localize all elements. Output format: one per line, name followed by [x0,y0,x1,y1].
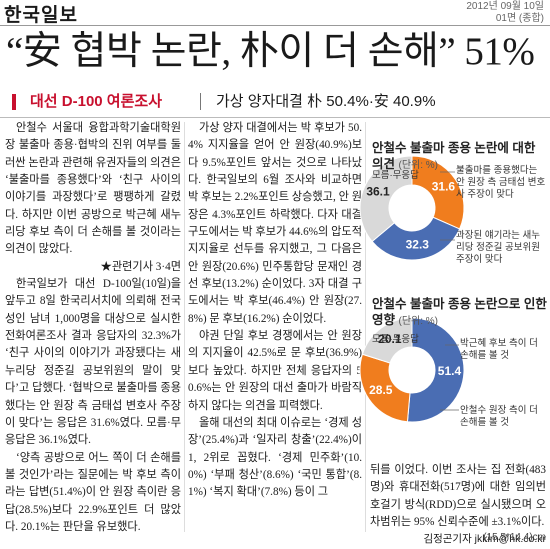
paragraph: ‘양측 공방으로 어느 쪽이 더 손해를 볼 것인가’라는 질문에는 박 후보 … [5,451,181,533]
subheadline: 가상 양자대결 朴 50.4%·安 40.9% [216,93,436,110]
value-label: 36.1 [366,184,390,198]
size-note: (15.5*14.4)cm [483,532,546,543]
column-rule [365,122,366,532]
chart-unit: (단위: %) [398,316,439,327]
category-label: 박근혜 후보 측이 더 손해를 볼 것 [460,338,538,361]
related-articles: ★관련기사 3·4면 [100,260,181,273]
paragraph: 뒤를 이었다. 이번 조사는 집 전화(483명)와 휴대전화(517명)에 대… [370,464,546,529]
category-label: 안철수 원장 측이 더 손해를 볼 것 [460,405,538,428]
headline: “安 협박 논란, 朴이 더 손해” 51% [6,30,535,73]
category-label: 모름·무응답 [372,334,419,345]
column-rule [184,122,185,532]
category-label: 과장된 얘기라는 새누리당 정준길 공보위원 주장이 맞다 [456,230,540,265]
issue-info: 2012년 09월 10일 01면 (종합) [466,1,544,25]
paragraph: 한국일보가 대선 D-100일(10일)을 앞두고 8일 한국리서치에 의뢰해 … [5,278,181,447]
category-label: 불출마를 종용했다는 안 원장 측 금태섭 변호사 주장이 맞다 [456,165,546,200]
value-label: 32.3 [406,237,430,251]
column: 안철수 서울대 융합과학기술대학원장 불출마 종용·협박의 진위 여부를 둘러싼… [5,120,181,536]
accent-bar [12,94,16,110]
rule [0,117,550,118]
donut-slice [371,216,461,261]
logo: 한국일보 [4,5,78,26]
column: 가상 양자 대결에서는 박 후보가 50.4% 지지율을 얻어 안 원장(40.… [188,120,362,502]
chart-title: 안철수 불출마 종용 논란으로 인한 영향 (단위: %) [372,296,548,330]
date: 2012년 09월 10일 [466,1,544,12]
page-number: 01면 (종합) [495,13,544,24]
rule [0,25,550,26]
category-label: 모름·무응답 [372,170,419,181]
separator [200,93,201,110]
chart-title-text: 안철수 불출마 종용 논란에 대한 의견 [372,141,536,171]
paragraph: 야권 단일 후보 경쟁에서는 안 원장의 지지율이 42.5%로 문 후보(36… [188,330,362,412]
value-label: 51.4 [438,364,462,378]
value-label: 31.6 [432,180,456,194]
paragraph-text: 안철수 서울대 융합과학기술대학원장 불출마 종용·협박의 진위 여부를 둘러싼… [5,122,181,256]
paragraph: 안철수 서울대 융합과학기술대학원장 불출마 종용·협박의 진위 여부를 둘러싼… [5,120,181,276]
chart-unit: (단위: %) [398,160,439,171]
value-label: 28.5 [369,383,393,397]
paragraph: 올해 대선의 최대 이슈로는 ‘경제 성장’(25.4%)과 ‘일자리 창출’(… [188,416,362,499]
column: 뒤를 이었다. 이번 조사는 집 전화(483명)와 휴대전화(517명)에 대… [370,462,546,549]
kicker: 대선 D-100 여론조사 [30,93,162,110]
chart-title-text: 안철수 불출마 종용 논란으로 인한 영향 [372,297,547,327]
byline: 김정곤기자 jkkim@hk.co.kr [423,533,546,546]
paragraph: 가상 양자 대결에서는 박 후보가 50.4% 지지율을 얻어 안 원장(40.… [188,122,362,325]
chart-title: 안철수 불출마 종용 논란에 대한 의견 (단위: %) [372,140,548,174]
donut-slice [359,353,411,423]
